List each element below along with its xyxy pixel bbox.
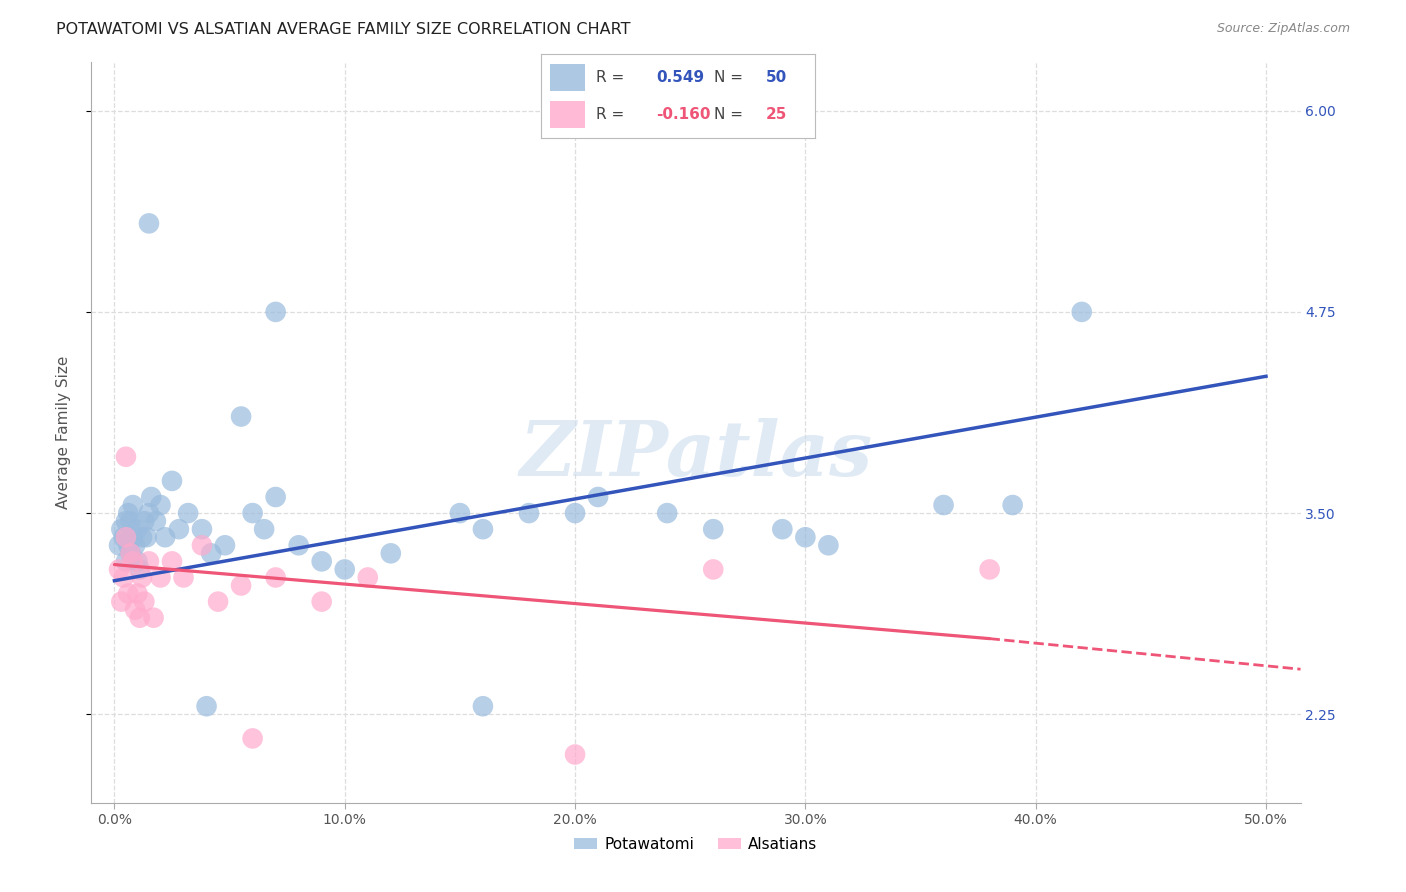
Point: [564, 506, 586, 520]
Point: [131, 530, 153, 544]
Point: [134, 514, 156, 528]
Point: [149, 498, 172, 512]
Point: [153, 530, 176, 544]
Text: ZIPatlas: ZIPatlas: [519, 417, 873, 491]
Text: POTAWATOMI VS ALSATIAN AVERAGE FAMILY SIZE CORRELATION CHART: POTAWATOMI VS ALSATIAN AVERAGE FAMILY SI…: [56, 22, 631, 37]
Point: [264, 570, 287, 584]
Point: [242, 731, 264, 746]
Point: [127, 586, 149, 600]
Point: [471, 699, 494, 714]
Point: [115, 514, 138, 528]
Point: [112, 530, 135, 544]
Point: [380, 546, 402, 560]
Point: [253, 522, 276, 536]
Point: [110, 522, 132, 536]
Point: [191, 522, 214, 536]
Point: [564, 747, 586, 762]
Point: [1001, 498, 1024, 512]
Point: [124, 538, 146, 552]
Point: [117, 586, 139, 600]
Point: [120, 514, 142, 528]
Point: [357, 570, 380, 584]
Point: [657, 506, 679, 520]
Point: [770, 522, 793, 536]
Y-axis label: Average Family Size: Average Family Size: [56, 356, 70, 509]
Point: [142, 610, 165, 624]
Point: [207, 594, 229, 608]
Point: [138, 554, 160, 568]
Text: 0.549: 0.549: [657, 70, 704, 85]
Point: [135, 530, 157, 544]
Point: [794, 530, 817, 544]
Point: [177, 506, 200, 520]
Point: [141, 490, 163, 504]
Point: [702, 562, 724, 576]
Bar: [550, 63, 585, 91]
Point: [127, 554, 149, 568]
Point: [264, 490, 287, 504]
Point: [108, 562, 131, 576]
Point: [138, 216, 160, 230]
Text: -0.160: -0.160: [657, 107, 711, 122]
Point: [214, 538, 236, 552]
Point: [702, 522, 724, 536]
Point: [110, 594, 132, 608]
Point: [160, 554, 183, 568]
Text: N =: N =: [714, 107, 742, 122]
Point: [817, 538, 839, 552]
Point: [200, 546, 222, 560]
Text: R =: R =: [596, 107, 624, 122]
Point: [264, 305, 287, 319]
Point: [449, 506, 471, 520]
Point: [195, 699, 218, 714]
Point: [124, 602, 146, 616]
Point: [121, 498, 143, 512]
Point: [108, 538, 131, 552]
Text: R =: R =: [596, 70, 630, 85]
Point: [131, 570, 153, 584]
Point: [117, 538, 139, 552]
Point: [471, 522, 494, 536]
Point: [115, 530, 138, 544]
Legend: Potawatomi, Alsatians: Potawatomi, Alsatians: [568, 830, 824, 858]
Text: 25: 25: [766, 107, 787, 122]
Text: N =: N =: [714, 70, 742, 85]
Point: [167, 522, 190, 536]
Point: [112, 570, 135, 584]
Bar: [550, 101, 585, 128]
Point: [517, 506, 540, 520]
Point: [173, 570, 195, 584]
Point: [138, 506, 160, 520]
Point: [586, 490, 609, 504]
Point: [145, 514, 167, 528]
Point: [242, 506, 264, 520]
Point: [120, 546, 142, 560]
Point: [120, 546, 142, 560]
Point: [311, 594, 333, 608]
Point: [121, 530, 143, 544]
Point: [333, 562, 356, 576]
Point: [932, 498, 955, 512]
Point: [287, 538, 309, 552]
Text: Source: ZipAtlas.com: Source: ZipAtlas.com: [1216, 22, 1350, 36]
Point: [127, 522, 149, 536]
Point: [128, 562, 150, 576]
Point: [1070, 305, 1092, 319]
Point: [128, 610, 150, 624]
Point: [160, 474, 183, 488]
Point: [121, 554, 143, 568]
Point: [979, 562, 1001, 576]
Point: [117, 506, 139, 520]
Point: [191, 538, 214, 552]
Point: [229, 578, 252, 592]
Point: [149, 570, 172, 584]
Point: [115, 450, 138, 464]
Text: 50: 50: [766, 70, 787, 85]
Point: [229, 409, 252, 424]
Point: [134, 594, 156, 608]
Point: [311, 554, 333, 568]
Point: [115, 554, 138, 568]
